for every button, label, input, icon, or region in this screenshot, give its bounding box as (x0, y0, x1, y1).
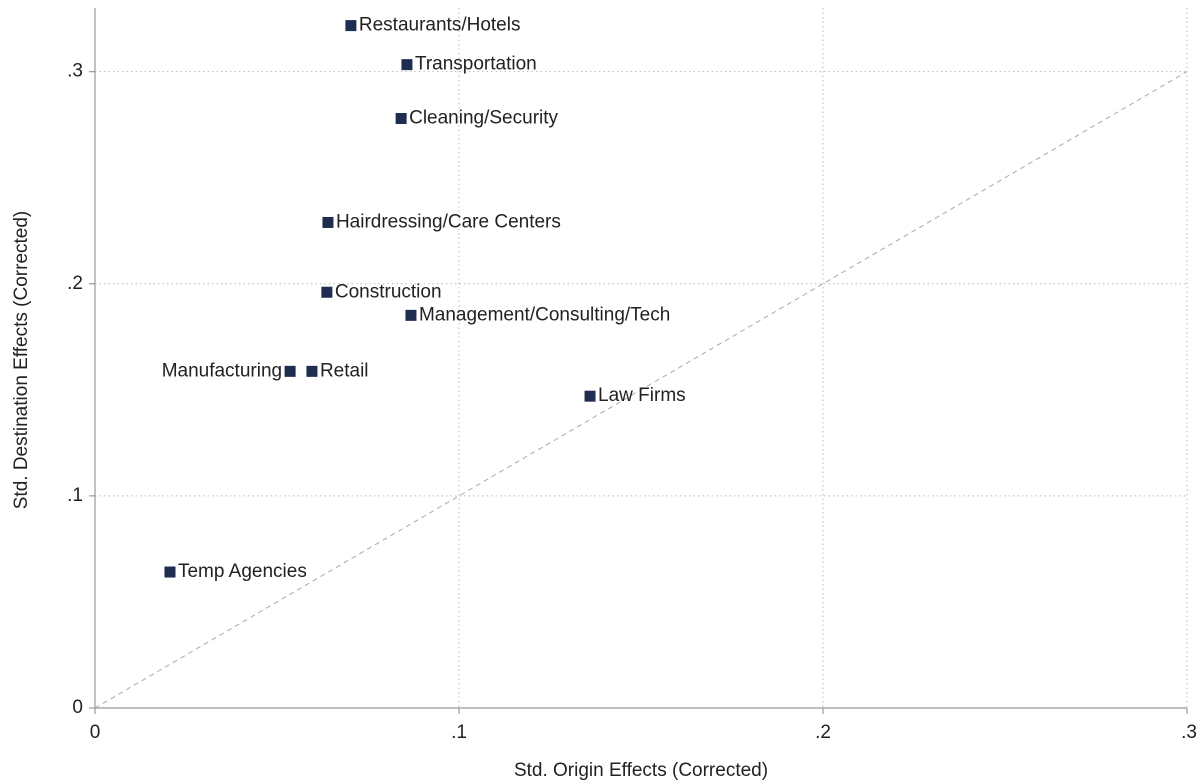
point (321, 286, 333, 298)
x-tick-label: .2 (815, 722, 831, 743)
x-tick-label: .3 (1181, 722, 1197, 743)
y-tick-label: .2 (67, 273, 83, 294)
point-label: Cleaning/Security (409, 108, 558, 129)
point (306, 365, 318, 377)
point (164, 566, 176, 578)
point (345, 20, 357, 32)
point (322, 216, 334, 228)
point-label: Transportation (415, 54, 537, 75)
point-label: Construction (335, 281, 442, 302)
point-label: Hairdressing/Care Centers (336, 211, 561, 232)
point-label: Law Firms (598, 385, 686, 406)
y-axis-title: Std. Destination Effects (Corrected) (11, 211, 32, 510)
point (405, 309, 417, 321)
point-label: Retail (320, 360, 369, 381)
point-label: Management/Consulting/Tech (419, 304, 670, 325)
point (401, 59, 413, 71)
point (584, 390, 596, 402)
y-tick-label: .1 (67, 485, 83, 506)
x-tick-label: .1 (451, 722, 467, 743)
x-tick-label: 0 (90, 722, 101, 743)
point-label: Manufacturing (162, 360, 282, 381)
point-label: Temp Agencies (178, 561, 307, 582)
y-tick-label: 0 (72, 697, 83, 718)
point-label: Restaurants/Hotels (359, 15, 521, 36)
x-axis-title: Std. Origin Effects (Corrected) (514, 760, 768, 781)
y-tick-label: .3 (67, 61, 83, 82)
point (284, 365, 296, 377)
point (395, 113, 407, 125)
reference-line (94, 71, 1188, 709)
